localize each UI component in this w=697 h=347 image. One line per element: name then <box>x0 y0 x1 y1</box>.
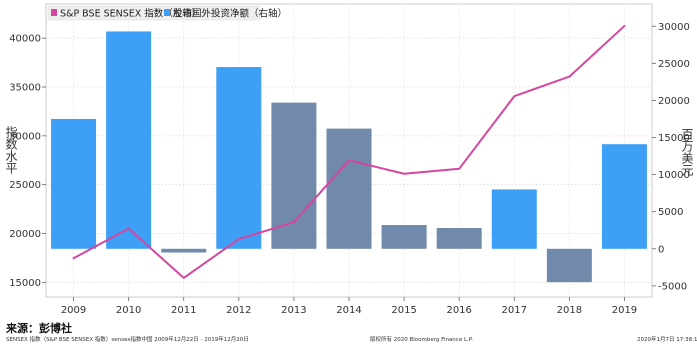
legend-box <box>47 5 261 21</box>
x-tick-label: 2010 <box>116 305 141 316</box>
x-tick-label: 2014 <box>336 305 361 316</box>
right-tick-label: 30000 <box>658 22 690 33</box>
right-tick-label: 25000 <box>658 59 690 70</box>
legend-swatch-sensex <box>51 9 57 16</box>
left-tick-label: 35000 <box>9 83 41 94</box>
x-tick-label: 2016 <box>446 305 471 316</box>
bar <box>546 248 592 283</box>
bar <box>601 144 647 249</box>
line-sensex <box>72 24 626 279</box>
footer-right: 2020年1月7日 17:38:16 <box>637 337 697 343</box>
legend-label-fii: 股市国外投资净额（右轴） <box>173 8 287 20</box>
legend: S&P BSE SENSEX 指数（左轴） 股市国外投资净额（右轴） <box>47 5 287 21</box>
footer-middle: 版权所有 2020 Bloomberg Finance L.P. <box>370 337 473 343</box>
right-tick-label: -5000 <box>658 281 687 292</box>
right-tick-label: 15000 <box>658 133 690 144</box>
bar <box>271 102 317 249</box>
bar <box>51 118 97 249</box>
bars <box>51 31 647 283</box>
x-tick-label: 2018 <box>557 305 582 316</box>
right-axis: -5000 0 5000 10000 15000 20000 25000 30000 <box>652 22 690 292</box>
bar <box>491 189 537 249</box>
bar <box>216 67 262 249</box>
legend-swatch-fii <box>164 9 170 16</box>
right-tick-label: 0 <box>658 244 664 255</box>
left-tick-label: 20000 <box>9 229 41 240</box>
grid <box>46 4 652 297</box>
bar <box>106 31 152 249</box>
bar <box>326 128 372 249</box>
bar <box>381 225 427 249</box>
left-tick-label: 40000 <box>9 34 41 45</box>
source-note: 来源：彭博社 <box>6 322 72 335</box>
x-tick-label: 2015 <box>391 305 416 316</box>
right-axis-title: 百万美元 <box>680 128 694 177</box>
bar <box>436 228 482 249</box>
x-tick-label: 2009 <box>61 305 86 316</box>
x-tick-label: 2017 <box>502 305 527 316</box>
x-axis: 2009 2010 2011 2012 2013 2014 2015 2016 2017 2018… <box>61 297 637 316</box>
x-tick-label: 2019 <box>612 305 637 316</box>
right-tick-label: 5000 <box>658 207 683 218</box>
footer-left: SENSEX 指数（S&P BSE SENSEX 指数）sensex指数中国 2… <box>6 337 249 343</box>
lines <box>72 24 626 279</box>
right-tick-label: 20000 <box>658 96 690 107</box>
left-tick-label: 15000 <box>9 278 41 289</box>
x-tick-label: 2011 <box>171 305 196 316</box>
bar <box>161 248 207 253</box>
right-tick-label: 10000 <box>658 170 690 181</box>
left-axis-title: 指数水平 <box>4 125 18 174</box>
left-axis: 15000 20000 25000 30000 35000 40000 <box>9 34 46 289</box>
left-tick-label: 30000 <box>9 131 41 142</box>
x-tick-label: 2012 <box>226 305 251 316</box>
left-tick-label: 25000 <box>9 180 41 191</box>
x-tick-label: 2013 <box>281 305 306 316</box>
